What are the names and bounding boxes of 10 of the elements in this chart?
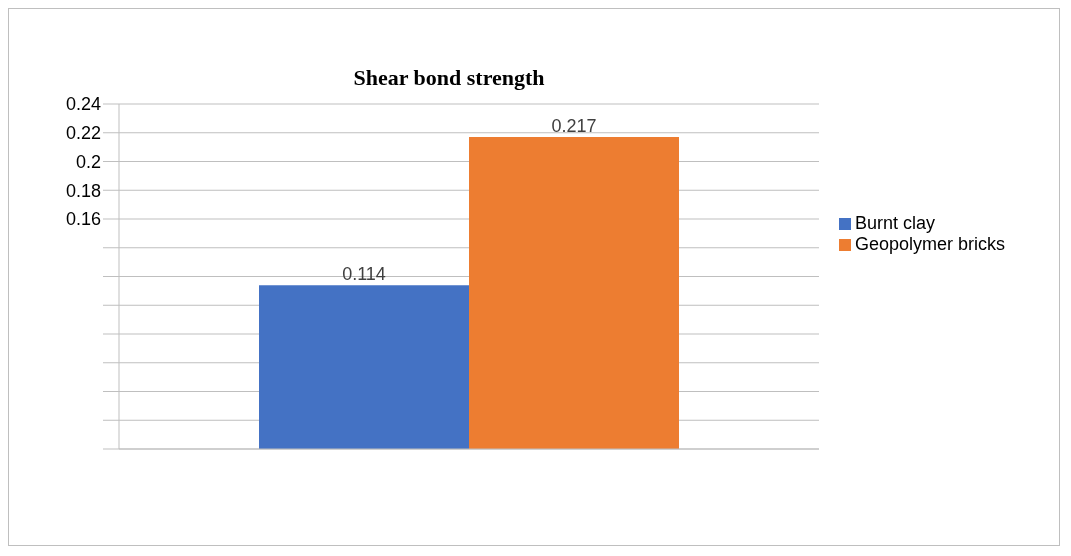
legend-label: Geopolymer bricks xyxy=(855,234,1006,254)
y-tick-label: 0.22 xyxy=(65,123,101,144)
y-tick-label: 0.24 xyxy=(65,94,101,115)
legend-label: Burnt clay xyxy=(855,213,936,233)
y-tick-label: 0.18 xyxy=(65,180,101,201)
chart-title: Shear bond strength xyxy=(352,65,546,91)
y-tick-label: 0.16 xyxy=(65,209,101,230)
data-label: 0.217 xyxy=(551,116,597,137)
data-label: 0.114 xyxy=(342,264,386,285)
y-tick-label: 0.2 xyxy=(75,151,101,172)
